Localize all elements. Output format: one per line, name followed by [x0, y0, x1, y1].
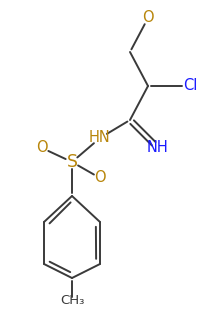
Text: CH₃: CH₃ [60, 294, 84, 307]
Text: S: S [67, 153, 77, 171]
Text: O: O [36, 140, 48, 156]
Text: O: O [142, 10, 154, 25]
Text: O: O [94, 171, 106, 185]
Text: HN: HN [89, 131, 111, 146]
Text: Cl: Cl [183, 79, 197, 94]
Text: NH: NH [147, 140, 169, 156]
